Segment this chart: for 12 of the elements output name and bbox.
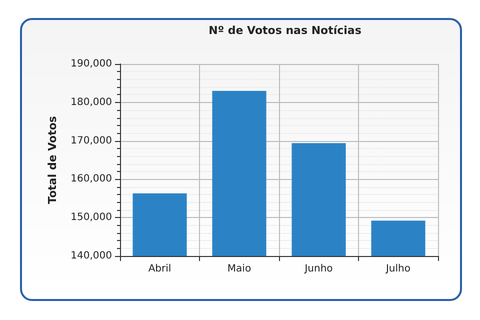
y-tick-label: 160,000 [70, 174, 112, 185]
x-tick-label: Julho [384, 264, 411, 274]
y-tick-label: 170,000 [70, 135, 112, 146]
y-axis-title: Total de Votos [46, 116, 59, 204]
y-tick-label: 190,000 [70, 58, 112, 70]
y-tick-label: 140,000 [70, 250, 112, 262]
y-tick-label: 180,000 [70, 96, 112, 108]
x-tick-label: Junho [304, 264, 333, 274]
x-tick-label: Maio [227, 264, 252, 274]
y-tick-label: 150,000 [70, 212, 112, 224]
chart-title: Nº de Votos nas Notícias [208, 24, 362, 37]
x-tick-label: Abril [148, 264, 172, 274]
